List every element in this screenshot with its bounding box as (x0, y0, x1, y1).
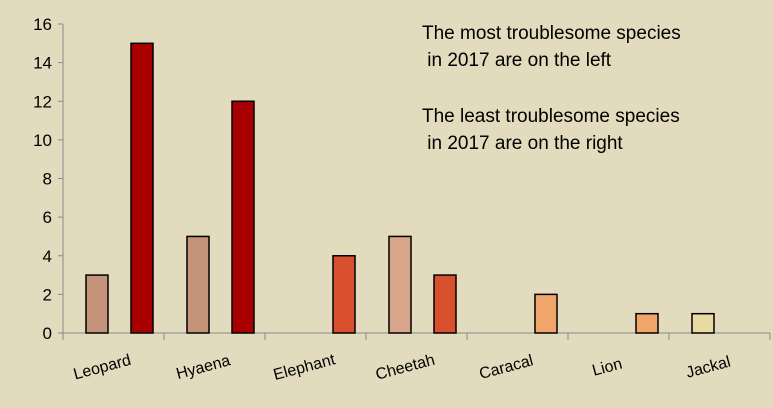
bar-lion-2 (635, 312, 659, 334)
x-tick-label: Lion (591, 356, 625, 380)
x-tick-label: Leopard (72, 352, 133, 384)
y-tick-label: 2 (43, 285, 52, 304)
y-axis-ticks: 0 2 4 6 8 10 12 14 16 (33, 15, 63, 343)
y-tick-label: 8 (43, 170, 52, 189)
y-tick-label: 6 (43, 208, 52, 227)
bar-leopard-1 (85, 274, 109, 334)
x-tick-label: Cheetah (374, 352, 437, 384)
y-tick-label: 0 (43, 324, 52, 343)
bar-jackal-1 (691, 312, 715, 334)
bar-cheetah-1 (388, 235, 412, 334)
y-tick-label: 10 (33, 131, 52, 150)
y-tick-label: 16 (33, 15, 52, 34)
y-tick-label: 12 (33, 92, 52, 111)
bar-cheetah-2 (433, 274, 457, 334)
bar-leopard-2 (130, 42, 154, 334)
y-tick-label: 14 (33, 54, 52, 73)
annotation-least-troublesome: The least troublesome species in 2017 ar… (422, 106, 680, 154)
annotation-most-troublesome: The most troublesome species in 2017 are… (422, 23, 681, 71)
bar-hyaena-2 (231, 100, 255, 334)
bar-caracal-2 (534, 293, 558, 334)
x-tick-label: Caracal (478, 352, 536, 383)
x-tick-label: Jackal (684, 354, 732, 382)
bar-elephant-2 (332, 255, 356, 334)
bars (85, 42, 715, 334)
x-axis-tick-labels: Leopard Hyaena Elephant Cheetah Caracal Lion J… (72, 351, 733, 384)
y-tick-label: 4 (43, 247, 52, 266)
bar-hyaena-1 (186, 235, 210, 334)
x-tick-label: Hyaena (174, 352, 232, 383)
x-tick-label: Elephant (272, 351, 338, 384)
